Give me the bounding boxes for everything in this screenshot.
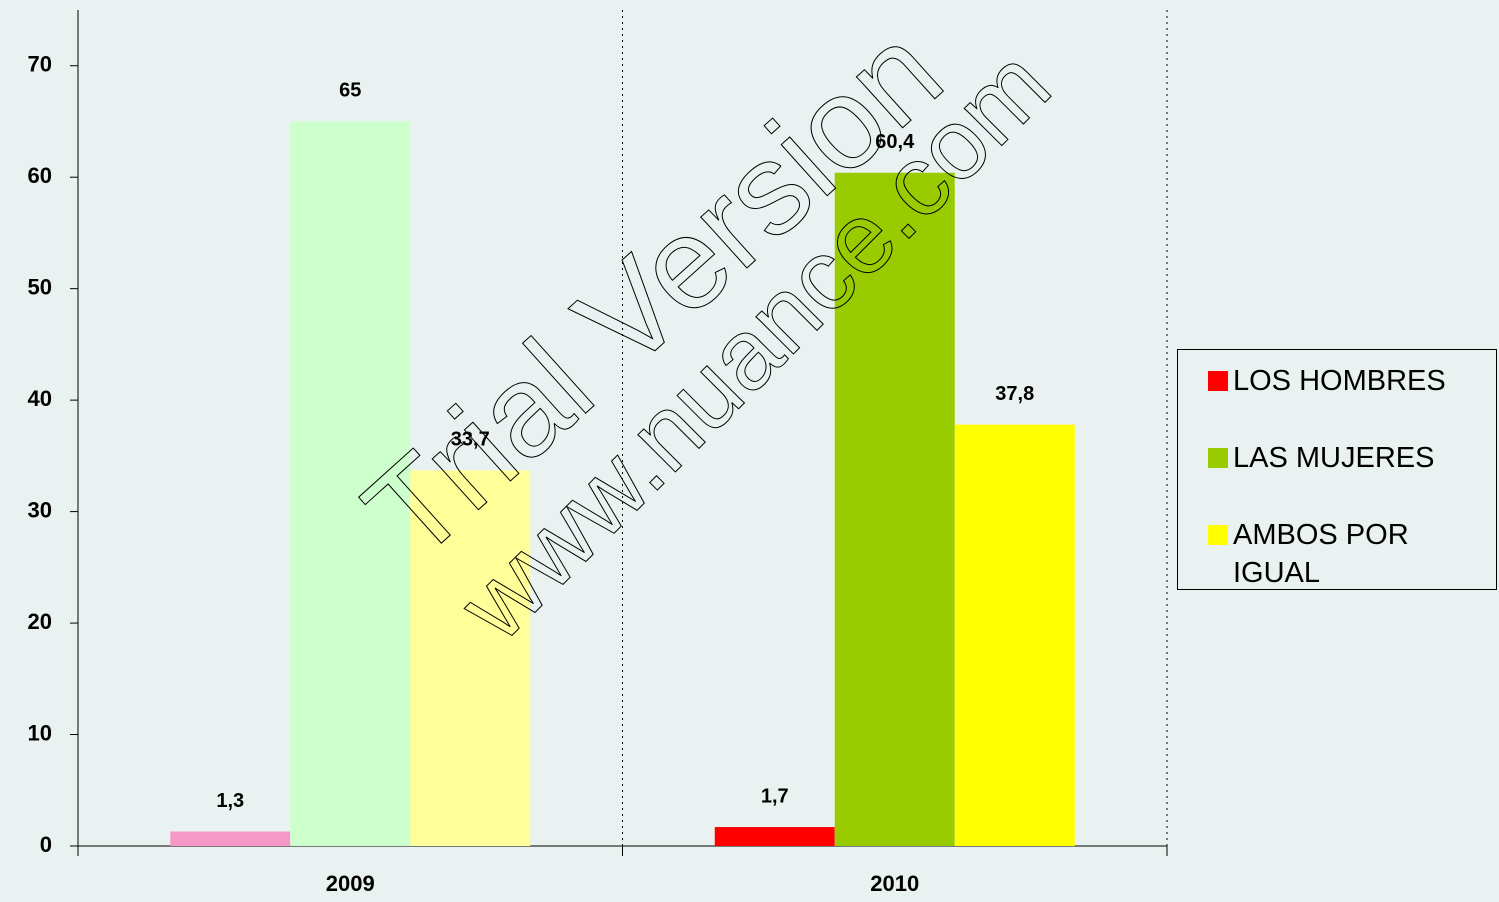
y-tick-label: 50 [28, 274, 52, 299]
legend: LOS HOMBRES LAS MUJERES AMBOS POR IGUAL [1177, 349, 1497, 590]
legend-item: LAS MUJERES [1208, 439, 1486, 477]
x-tick-label: 2009 [326, 871, 375, 896]
x-tick-label: 2010 [870, 871, 919, 896]
y-tick-label: 10 [28, 720, 52, 745]
value-label: 60,4 [875, 131, 915, 153]
bar [954, 424, 1075, 846]
value-label: 1,3 [216, 790, 244, 812]
value-label: 37,8 [995, 383, 1034, 405]
y-tick-label: 60 [28, 163, 52, 188]
y-tick-label: 0 [40, 832, 52, 857]
y-tick-label: 30 [28, 497, 52, 522]
legend-label: LAS MUJERES [1233, 442, 1435, 474]
bar [834, 172, 955, 846]
legend-label: AMBOS POR IGUAL [1233, 519, 1409, 589]
legend-swatch [1208, 525, 1228, 545]
legend-item: AMBOS POR IGUAL [1208, 516, 1486, 592]
bar [714, 827, 835, 846]
legend-item: LOS HOMBRES [1208, 362, 1486, 400]
y-tick-label: 20 [28, 609, 52, 634]
value-label: 65 [339, 80, 361, 102]
legend-label: LOS HOMBRES [1233, 365, 1446, 397]
legend-swatch [1208, 371, 1228, 391]
bar [170, 831, 291, 846]
value-label: 33,7 [451, 429, 490, 451]
bar [290, 121, 411, 846]
value-label: 1,7 [761, 785, 789, 807]
y-tick-label: 70 [28, 52, 52, 77]
bar [410, 470, 531, 846]
legend-swatch [1208, 448, 1228, 468]
y-tick-label: 40 [28, 386, 52, 411]
